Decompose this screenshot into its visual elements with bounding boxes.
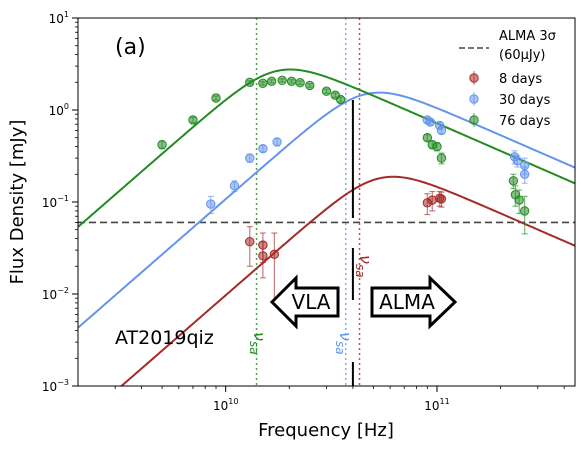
data-point-blue [258, 143, 268, 154]
y-tick-label: 101 [49, 10, 69, 26]
data-point-green [266, 76, 277, 87]
y-tick-base: 10 [42, 380, 57, 394]
legend-threshold-label: ALMA 3σ [499, 29, 556, 44]
y-tick-exp: −1 [57, 194, 69, 203]
x-tick-label: 1010 [213, 397, 238, 413]
vla-arrow [269, 274, 340, 330]
y-tick-base: 10 [42, 196, 57, 210]
model-curve-green [78, 68, 575, 228]
y-tick-exp: 0 [64, 102, 69, 111]
y-tick-exp: 1 [64, 10, 69, 19]
data-point-blue [272, 137, 282, 147]
x-tick-label: 1011 [424, 397, 449, 413]
y-tick-base: 10 [49, 12, 64, 26]
data-point-green [286, 76, 297, 87]
nu-sa-label-red: νsa [353, 255, 375, 278]
legend: ALMA 3σ (60μJy) 8 days 30 days 76 days [459, 29, 556, 129]
legend-marker-green [469, 115, 479, 125]
data-point-green [436, 153, 447, 163]
data-point-red [258, 251, 268, 261]
data-point-red [245, 237, 255, 247]
data-point-green [245, 77, 255, 88]
y-axis-label: Flux Density [mJy] [7, 120, 28, 285]
alma-arrow [370, 274, 458, 330]
x-axis-label: Frequency [Hz] [258, 420, 394, 441]
nu-sa-symbol-green: ν [250, 332, 269, 341]
legend-label-green: 76 days [499, 114, 551, 129]
data-point-green [519, 206, 530, 216]
nu-sa-subscript-green: sa [247, 341, 261, 355]
data-point-green [335, 94, 346, 105]
x-tick-base: 10 [424, 399, 439, 413]
legend-label-blue: 30 days [499, 93, 551, 108]
band-arrows: VLA ALMA [269, 274, 458, 330]
data-point-green [157, 139, 167, 150]
alma-arrow-label: ALMA [379, 290, 435, 314]
model-curves [78, 68, 575, 386]
data-point-blue [229, 181, 240, 191]
vla-arrow-label: VLA [292, 290, 331, 314]
data-point-green [211, 93, 221, 103]
nu-sa-symbol-red: ν [356, 255, 375, 264]
y-tick-base: 10 [42, 288, 57, 302]
data-point-red [436, 194, 447, 204]
legend-marker-blue [469, 94, 479, 104]
data-point-blue [512, 156, 523, 166]
y-tick-exp: −2 [57, 286, 69, 295]
model-curve-blue [78, 91, 575, 329]
y-tick-label: 10−1 [42, 194, 69, 210]
model-curve-red [119, 175, 575, 386]
legend-marker-red [469, 73, 479, 83]
x-tick-exp: 11 [440, 397, 450, 406]
data-point-green [277, 75, 287, 86]
data-point-blue [245, 153, 255, 163]
data-point-green [305, 80, 315, 91]
y-tick-exp: −3 [57, 378, 69, 387]
nu-sa-subscript-red: sa [353, 264, 367, 278]
y-tick-label: 10−2 [42, 286, 69, 302]
nu-sa-symbol-blue: ν [336, 332, 355, 341]
data-point-blue [519, 169, 530, 180]
data-point-blue [206, 199, 216, 209]
object-label: AT2019qiz [115, 327, 214, 349]
y-tick-base: 10 [49, 104, 64, 118]
data-point-green [295, 78, 305, 88]
nu-sa-subscript-blue: sa [333, 341, 347, 355]
x-tick-exp: 10 [228, 397, 238, 406]
x-axis-ticks: 1010 1011 [114, 386, 565, 413]
data-points [157, 75, 530, 304]
data-point-green [422, 132, 433, 143]
nu-sa-label-green: νsa [247, 332, 269, 355]
data-point-green [508, 176, 519, 186]
x-tick-base: 10 [213, 399, 228, 413]
data-point-green [258, 78, 268, 89]
nu-sa-label-blue: νsa [333, 332, 355, 355]
y-tick-label: 10−3 [42, 378, 69, 394]
data-point-red [269, 249, 280, 260]
data-point-green [432, 141, 442, 152]
data-point-green [188, 115, 198, 125]
data-point-blue [425, 117, 436, 127]
y-tick-label: 100 [49, 102, 69, 118]
data-point-green [514, 195, 524, 205]
data-point-green [321, 86, 332, 96]
legend-threshold-sublabel: (60μJy) [499, 48, 545, 63]
legend-label-red: 8 days [499, 72, 542, 87]
data-point-blue [436, 125, 447, 136]
panel-label: (a) [115, 35, 146, 60]
